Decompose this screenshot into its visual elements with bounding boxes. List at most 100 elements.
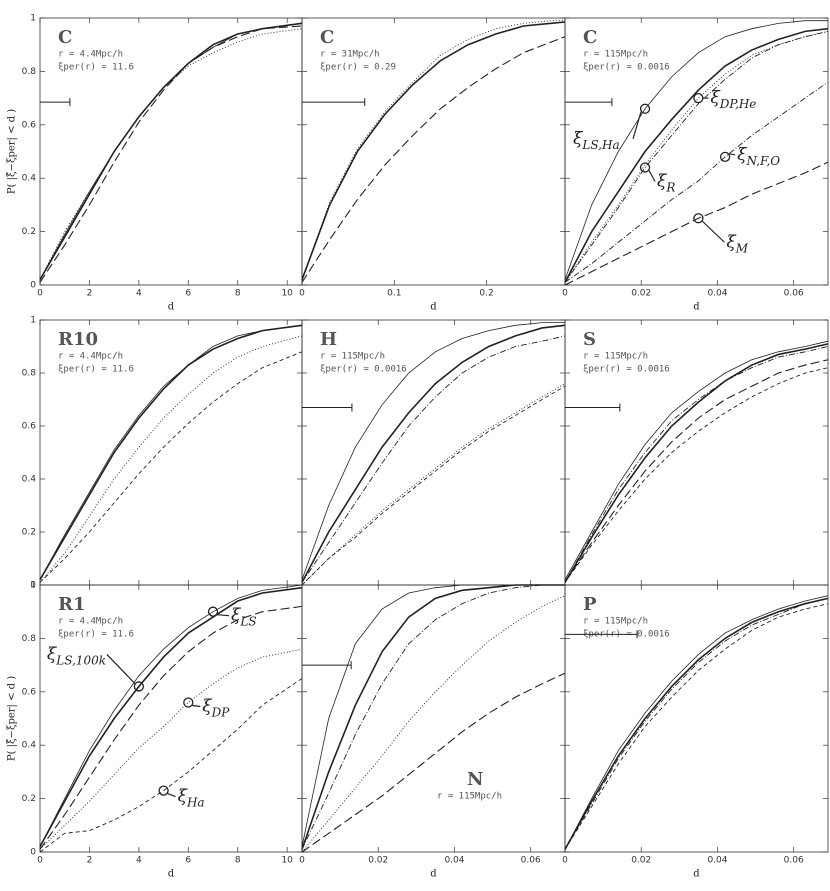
curve xyxy=(301,36,566,283)
panel-note: r = 115Mpc/h xyxy=(583,50,648,60)
curve xyxy=(39,324,303,580)
x-tick-label: 0 xyxy=(562,856,568,866)
curve xyxy=(39,584,303,847)
x-tick-label: 6 xyxy=(185,289,191,299)
y-tick-label: 1 xyxy=(30,316,36,326)
panel-label: N xyxy=(467,769,483,790)
curve xyxy=(39,351,303,583)
curve xyxy=(39,324,303,581)
leader-line xyxy=(632,111,642,139)
x-tick-label: 0.02 xyxy=(368,856,388,866)
panel-note: ξper(r) = 11.6 xyxy=(58,365,134,375)
error-bar xyxy=(302,661,352,670)
x-tick-label: 0.04 xyxy=(707,289,727,299)
x-tick-label: 6 xyxy=(185,856,191,866)
x-tick-label: 10 xyxy=(281,289,293,299)
error-bar xyxy=(302,403,353,412)
x-tick-label: 0.02 xyxy=(631,289,651,299)
x-tick-label: 2 xyxy=(87,289,93,299)
x-axis-label: d xyxy=(168,302,175,313)
leader-line xyxy=(216,614,230,617)
error-bar xyxy=(565,98,613,107)
curve-marker xyxy=(693,213,704,224)
curve xyxy=(301,324,566,583)
x-tick-label: 0.1 xyxy=(387,289,401,299)
curve-label: ξM xyxy=(726,232,748,255)
curve xyxy=(564,343,829,583)
y-tick-label: 0 xyxy=(30,281,36,291)
curve xyxy=(564,597,829,850)
curve-marker xyxy=(133,681,145,692)
curve xyxy=(39,22,303,280)
y-tick-label: 0.8 xyxy=(22,67,37,77)
curve-label: ξLS,Ha xyxy=(573,128,620,151)
error-bar xyxy=(302,98,366,107)
panel-note: ξper(r) = 0.0016 xyxy=(583,63,670,73)
y-axis-label: P( |ξ̂−ξper| < d ) xyxy=(7,109,18,194)
curve xyxy=(39,648,303,850)
leader-line xyxy=(648,170,656,182)
curve-label: ξN,F,O xyxy=(737,144,780,167)
curve xyxy=(301,595,566,853)
curve xyxy=(301,385,566,586)
panel-label: C xyxy=(58,27,72,48)
x-tick-label: 0 xyxy=(37,856,43,866)
x-tick-label: 8 xyxy=(235,856,241,866)
x-tick-label: 0.06 xyxy=(521,856,541,866)
error-bar xyxy=(565,403,621,412)
curve-label: ξHa xyxy=(178,786,205,809)
curve-label: ξDP,He xyxy=(710,88,756,111)
curve xyxy=(564,81,829,283)
curve-label: ξDP xyxy=(202,696,230,719)
y-tick-label: 0.8 xyxy=(22,634,37,644)
curve-marker xyxy=(639,162,651,173)
panel-note: ξper(r) = 0.29 xyxy=(320,63,396,73)
panel-note: r = 115Mpc/h xyxy=(320,352,385,362)
x-tick-label: 4 xyxy=(136,856,142,866)
panel-label: C xyxy=(583,27,597,48)
error-bar xyxy=(565,630,638,639)
curve-label: ξLS xyxy=(231,605,257,628)
y-axis-label: P( |ξ̂−ξper| < d ) xyxy=(7,676,18,761)
x-tick-label: 0.02 xyxy=(631,856,651,866)
x-tick-label: 0.06 xyxy=(784,289,804,299)
curve xyxy=(301,383,566,586)
y-tick-label: 0.2 xyxy=(22,528,36,538)
curve-marker xyxy=(639,103,651,114)
y-tick-label: 1 xyxy=(30,14,36,24)
y-tick-label: 0.4 xyxy=(22,475,37,485)
curve xyxy=(564,30,829,283)
x-tick-label: 0.06 xyxy=(784,856,804,866)
panel-label: P xyxy=(583,594,597,615)
panel-note: r = 115Mpc/h xyxy=(437,792,502,802)
x-tick-label: 0 xyxy=(299,856,305,866)
panel-note: ξper(r) = 11.6 xyxy=(58,63,134,73)
curve xyxy=(564,346,829,583)
panel-note: ξper(r) = 0.0016 xyxy=(320,365,407,375)
leader-line xyxy=(728,153,736,156)
x-tick-label: 0.04 xyxy=(707,856,727,866)
curve xyxy=(301,584,565,847)
curve xyxy=(564,27,829,283)
x-tick-label: 4 xyxy=(136,289,142,299)
curve xyxy=(564,20,828,280)
curve xyxy=(39,605,303,850)
curve xyxy=(564,595,829,850)
y-tick-label: 0 xyxy=(30,581,36,591)
panel-note: r = 115Mpc/h xyxy=(583,352,648,362)
y-tick-label: 0.6 xyxy=(22,120,37,130)
curve xyxy=(564,30,829,283)
curve-marker xyxy=(158,785,169,796)
panel-note: ξper(r) = 0.0016 xyxy=(583,365,670,375)
panel-frame xyxy=(564,584,829,853)
panel-label: R1 xyxy=(58,594,85,615)
y-tick-label: 0.4 xyxy=(22,174,37,184)
panel-frame xyxy=(564,17,829,286)
x-tick-label: 8 xyxy=(235,289,241,299)
panel-label: H xyxy=(320,329,337,350)
curve-label: ξLS,100k xyxy=(47,644,106,667)
leader-line xyxy=(167,793,176,798)
panel-note: ξper(r) = 11.6 xyxy=(58,630,134,640)
curve xyxy=(564,367,829,583)
